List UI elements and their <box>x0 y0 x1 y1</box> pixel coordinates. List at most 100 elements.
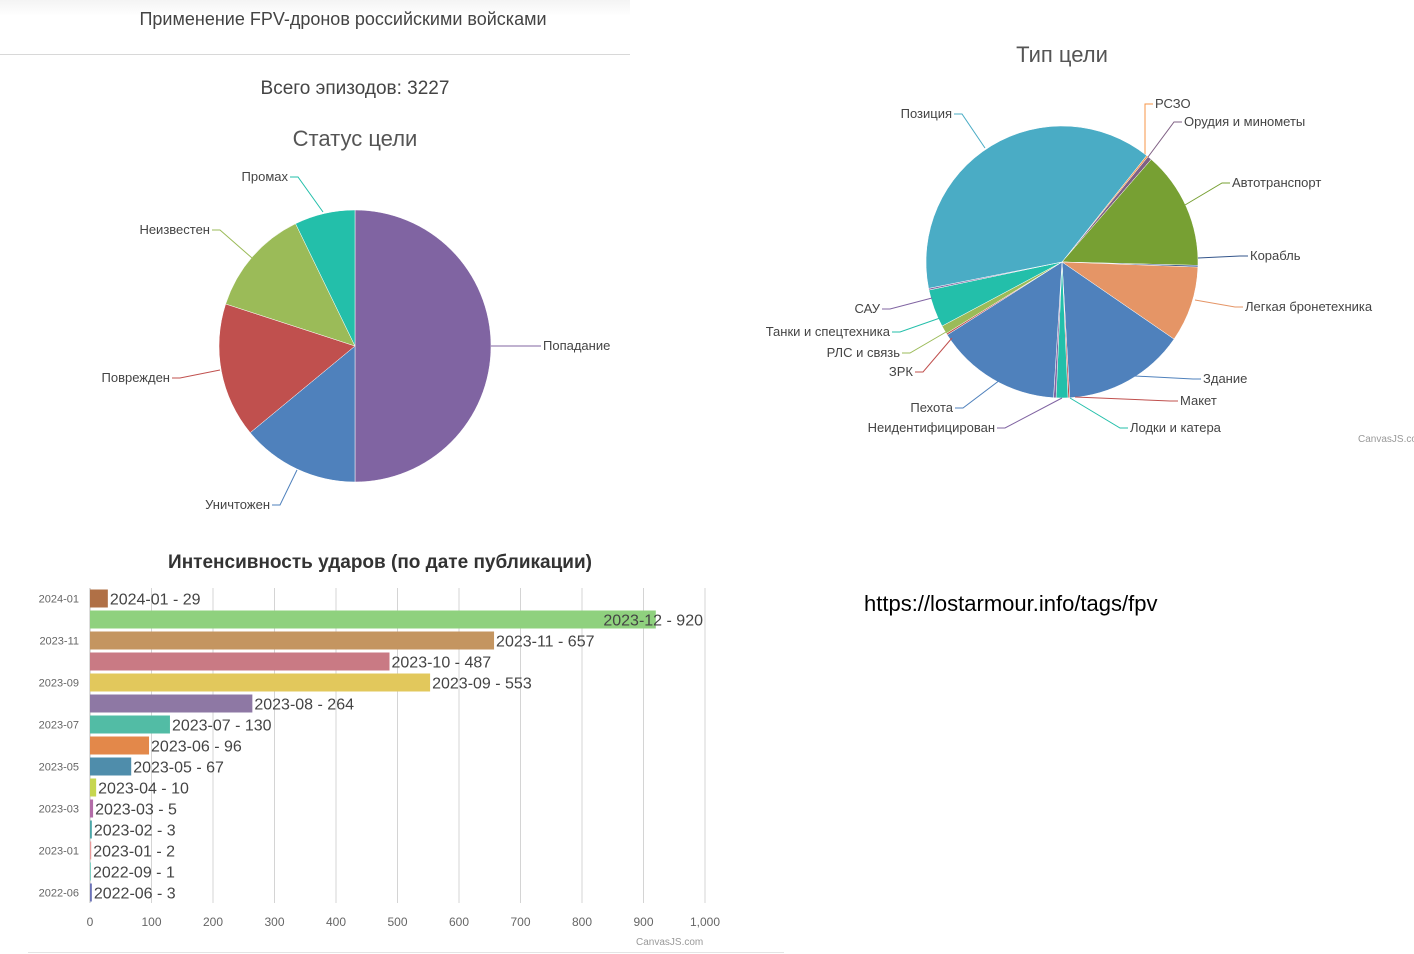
bar-data-label: 2023-06 - 96 <box>151 739 242 756</box>
x-tick-label: 400 <box>326 915 346 929</box>
leader-line <box>212 229 253 259</box>
leader-line <box>1147 121 1182 158</box>
leader-line <box>1074 396 1178 402</box>
bar <box>90 694 253 713</box>
slice-label: Орудия и минометы <box>1184 114 1305 129</box>
pie-slice <box>218 303 356 434</box>
bar <box>90 778 97 797</box>
status-chart-title: Статус цели <box>292 126 418 151</box>
x-tick-label: 1,000 <box>690 915 720 929</box>
slice-label: Автотранспорт <box>1232 175 1321 190</box>
leader-line <box>172 369 221 379</box>
divider <box>28 952 784 953</box>
slice-label: РЛС и связь <box>827 345 901 360</box>
slice-label: Неидентифицирован <box>868 420 995 435</box>
bar <box>90 589 108 608</box>
watermark: CanvasJS.com <box>636 937 704 948</box>
pie-slice <box>225 223 356 347</box>
bar <box>90 862 91 881</box>
x-tick-label: 800 <box>572 915 592 929</box>
bar-data-label: 2023-12 - 920 <box>603 613 703 630</box>
bar <box>90 610 656 629</box>
leader-line <box>272 469 298 506</box>
slice-label: Промах <box>242 169 289 184</box>
bar <box>90 883 92 902</box>
slice-label: Неизвестен <box>139 222 210 237</box>
slice-label: ЗРК <box>889 364 914 379</box>
leader-line <box>1144 103 1153 155</box>
slice-label: Лодки и катера <box>1130 420 1222 435</box>
slice-label: САУ <box>855 301 881 316</box>
bar-data-label: 2023-10 - 487 <box>392 655 492 672</box>
bar <box>90 673 431 692</box>
bar-data-label: 2023-09 - 553 <box>432 676 532 693</box>
y-tick-label: 2023-07 <box>39 720 79 732</box>
bar <box>90 631 495 650</box>
leader-line <box>997 397 1063 429</box>
bar-chart-title: Интенсивность ударов (по дате публикации… <box>168 552 592 573</box>
slice-label: Макет <box>1180 393 1217 408</box>
leader-line <box>1069 397 1128 429</box>
x-tick-label: 200 <box>203 915 223 929</box>
bar-data-label: 2023-05 - 67 <box>133 760 224 777</box>
bar-data-label: 2023-11 - 657 <box>496 634 595 651</box>
y-tick-label: 2023-09 <box>39 678 79 690</box>
bar <box>90 820 92 839</box>
source-url[interactable]: https://lostarmour.info/tags/fpv <box>864 591 1158 616</box>
slice-label: Поврежден <box>102 370 171 385</box>
page-title: Применение FPV-дронов российскими войска… <box>139 9 547 29</box>
slice-label: Здание <box>1203 371 1247 386</box>
slice-label: Позиция <box>901 106 952 121</box>
leader-line <box>1184 182 1230 206</box>
bar-data-label: 2023-03 - 5 <box>95 802 177 819</box>
y-tick-label: 2023-03 <box>39 804 79 816</box>
pie-slice <box>1061 159 1199 266</box>
leader-line <box>1197 255 1248 259</box>
slice-label: Попадание <box>543 338 610 353</box>
x-tick-label: 100 <box>141 915 161 929</box>
y-tick-label: 2023-05 <box>39 762 79 774</box>
slice-label: РСЗО <box>1155 96 1191 111</box>
leader-line <box>954 113 986 149</box>
bar-data-label: 2023-01 - 2 <box>93 844 175 861</box>
leader-line <box>882 297 933 310</box>
slice-label: Корабль <box>1250 248 1301 263</box>
x-tick-label: 500 <box>387 915 407 929</box>
leader-line <box>955 379 1001 409</box>
total-episodes: Всего эпизодов: 3227 <box>260 78 450 99</box>
bar-data-label: 2022-06 - 3 <box>94 886 176 903</box>
bar-data-label: 2023-08 - 264 <box>254 697 354 714</box>
bar <box>90 757 132 776</box>
bar-data-label: 2023-04 - 10 <box>98 781 189 798</box>
pie-slice <box>249 345 356 483</box>
pie-slice <box>946 261 1063 399</box>
leader-line <box>290 176 324 213</box>
bar <box>90 715 170 734</box>
slice-label: Танки и спецтехника <box>766 324 891 339</box>
bar <box>90 799 94 818</box>
pie-slice <box>354 209 492 483</box>
bar-data-label: 2022-09 - 1 <box>93 865 175 882</box>
leader-line <box>915 337 953 373</box>
x-tick-label: 600 <box>449 915 469 929</box>
pie-slice <box>295 209 356 347</box>
bar-data-label: 2024-01 - 29 <box>110 592 201 609</box>
leader-line <box>892 317 941 333</box>
x-tick-label: 300 <box>264 915 284 929</box>
slice-label: Уничтожен <box>205 497 270 512</box>
bar-data-label: 2023-02 - 3 <box>94 823 176 840</box>
x-tick-label: 0 <box>87 915 94 929</box>
pie-slice <box>925 125 1148 289</box>
x-tick-label: 700 <box>510 915 530 929</box>
watermark: CanvasJS.com <box>1358 434 1414 445</box>
slice-label: Легкая бронетехника <box>1245 299 1373 314</box>
type-chart-title: Тип цели <box>1016 42 1108 67</box>
x-tick-label: 900 <box>633 915 653 929</box>
leader-line <box>1194 299 1243 308</box>
leader-line <box>902 331 947 354</box>
y-tick-label: 2023-11 <box>39 636 79 648</box>
bar-data-label: 2023-07 - 130 <box>172 718 272 735</box>
y-tick-label: 2023-01 <box>39 846 79 858</box>
bar <box>90 841 92 860</box>
